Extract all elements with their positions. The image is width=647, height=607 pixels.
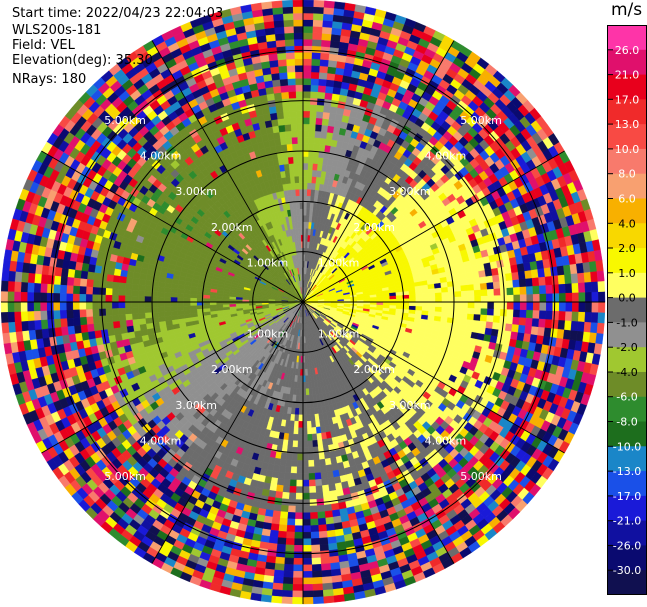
azimuth-spoke bbox=[302, 150, 565, 303]
azimuth-spoke bbox=[41, 301, 304, 454]
colorbar-swatch bbox=[607, 25, 647, 51]
colorbar-tick-label: -6.0 bbox=[616, 391, 637, 404]
colorbar-swatch bbox=[607, 297, 647, 323]
colorbar-swatch bbox=[607, 223, 647, 249]
colorbar-swatch bbox=[607, 495, 647, 522]
range-ring-label: 1.00km bbox=[247, 256, 289, 269]
colorbar-swatch bbox=[607, 322, 647, 348]
range-ring-label: 4.00km bbox=[425, 434, 467, 447]
colorbar-tick-label: -10.0 bbox=[613, 440, 641, 453]
colorbar-swatch bbox=[607, 421, 647, 447]
range-ring-label: 3.00km bbox=[389, 185, 431, 198]
colorbar-tick-label: -2.0 bbox=[616, 341, 637, 354]
azimuth-spoke bbox=[302, 301, 455, 564]
range-ring-label: 5.00km bbox=[460, 470, 502, 483]
colorbar-swatch bbox=[607, 148, 647, 175]
colorbar-swatch bbox=[607, 198, 647, 224]
radar-ppi-plot: 1.00km 1.00km 1.00km 1.00km 2.00km 2.00km 2.00… bbox=[0, 0, 606, 605]
colorbar-tick-label: 10.0 bbox=[615, 143, 640, 156]
colorbar-swatch bbox=[607, 520, 647, 546]
colorbar-tick-label: -8.0 bbox=[616, 416, 637, 429]
colorbar-swatch bbox=[607, 74, 647, 100]
colorbar-tick-label: 21.0 bbox=[615, 69, 640, 82]
range-ring-label: 5.00km bbox=[104, 114, 146, 127]
colorbar-swatch bbox=[607, 545, 647, 571]
colorbar-tick-label: 1.0 bbox=[618, 267, 636, 280]
colorbar-tick-label: 26.0 bbox=[615, 44, 640, 57]
field-label: Field: VEL bbox=[12, 38, 75, 53]
colorbar-tick-label: -26.0 bbox=[613, 539, 641, 552]
range-ring-label: 2.00km bbox=[211, 363, 253, 376]
colorbar-tick-label: -21.0 bbox=[613, 515, 641, 528]
colorbar-swatch bbox=[607, 570, 647, 595]
range-ring-label: 4.00km bbox=[140, 150, 182, 163]
range-ring-label: 2.00km bbox=[211, 221, 253, 234]
range-ring-label: 1.00km bbox=[247, 328, 289, 341]
range-ring-label: 4.00km bbox=[140, 434, 182, 447]
colorbar-tick-label: 6.0 bbox=[618, 193, 636, 206]
colorbar-tick-label: 0.0 bbox=[618, 292, 636, 305]
range-ring-label: 1.00km bbox=[318, 328, 360, 341]
colorbar-tick-label: 17.0 bbox=[615, 93, 640, 106]
range-ring-label: 5.00km bbox=[104, 470, 146, 483]
colorbar-tick-label: -17.0 bbox=[613, 490, 641, 503]
start-time-label: Start time: 2022/04/23 22:04:03 bbox=[12, 6, 224, 21]
colorbar-tick-label: 13.0 bbox=[615, 118, 640, 131]
colorbar-swatch bbox=[607, 173, 647, 199]
elevation-label: Elevation(deg): 35.30 bbox=[12, 53, 153, 68]
velocity-colorbar: 26.0 21.0 17.0 13.0 10.0 8.0 6.0 4.0 2.0 1.0 0.0 -1… bbox=[607, 25, 647, 595]
azimuth-spoke bbox=[151, 40, 304, 303]
range-ring-label: 2.00km bbox=[353, 221, 395, 234]
colorbar-tick-label: 8.0 bbox=[618, 168, 636, 181]
colorbar-swatch bbox=[607, 371, 647, 398]
azimuth-spoke bbox=[302, 301, 565, 454]
colorbar-tick-label: 4.0 bbox=[618, 217, 636, 230]
colorbar-swatch bbox=[607, 471, 647, 497]
range-ring-label: 3.00km bbox=[175, 399, 217, 412]
nrays-label: NRays: 180 bbox=[12, 72, 87, 87]
range-ring-label: 4.00km bbox=[425, 150, 467, 163]
azimuth-spoke bbox=[302, 40, 455, 303]
range-ring-label: 3.00km bbox=[175, 185, 217, 198]
colorbar-swatch bbox=[607, 347, 647, 373]
colorbar-tick-label: -13.0 bbox=[613, 465, 641, 478]
colorbar-units-label: m/s bbox=[611, 0, 643, 20]
colorbar-swatch bbox=[607, 124, 647, 150]
colorbar-swatch bbox=[607, 272, 647, 299]
colorbar-swatch bbox=[607, 446, 647, 472]
colorbar-swatch bbox=[607, 49, 647, 76]
colorbar-tick-label: -30.0 bbox=[613, 564, 641, 577]
colorbar-swatch bbox=[607, 99, 647, 125]
range-ring-label: 1.00km bbox=[318, 256, 360, 269]
colorbar-tick-label: -4.0 bbox=[616, 366, 637, 379]
range-ring-label: 3.00km bbox=[389, 399, 431, 412]
azimuth-spoke bbox=[41, 150, 304, 303]
azimuth-spoke bbox=[151, 301, 304, 564]
colorbar-tick-label: -1.0 bbox=[616, 316, 637, 329]
colorbar-swatch bbox=[607, 396, 647, 423]
range-ring-label: 2.00km bbox=[353, 363, 395, 376]
colorbar-tick-label: 2.0 bbox=[618, 242, 636, 255]
instrument-label: WLS200s-181 bbox=[12, 23, 102, 38]
colorbar-swatch bbox=[607, 248, 647, 274]
range-ring-label: 5.00km bbox=[460, 114, 502, 127]
radar-rays bbox=[0, 0, 606, 605]
